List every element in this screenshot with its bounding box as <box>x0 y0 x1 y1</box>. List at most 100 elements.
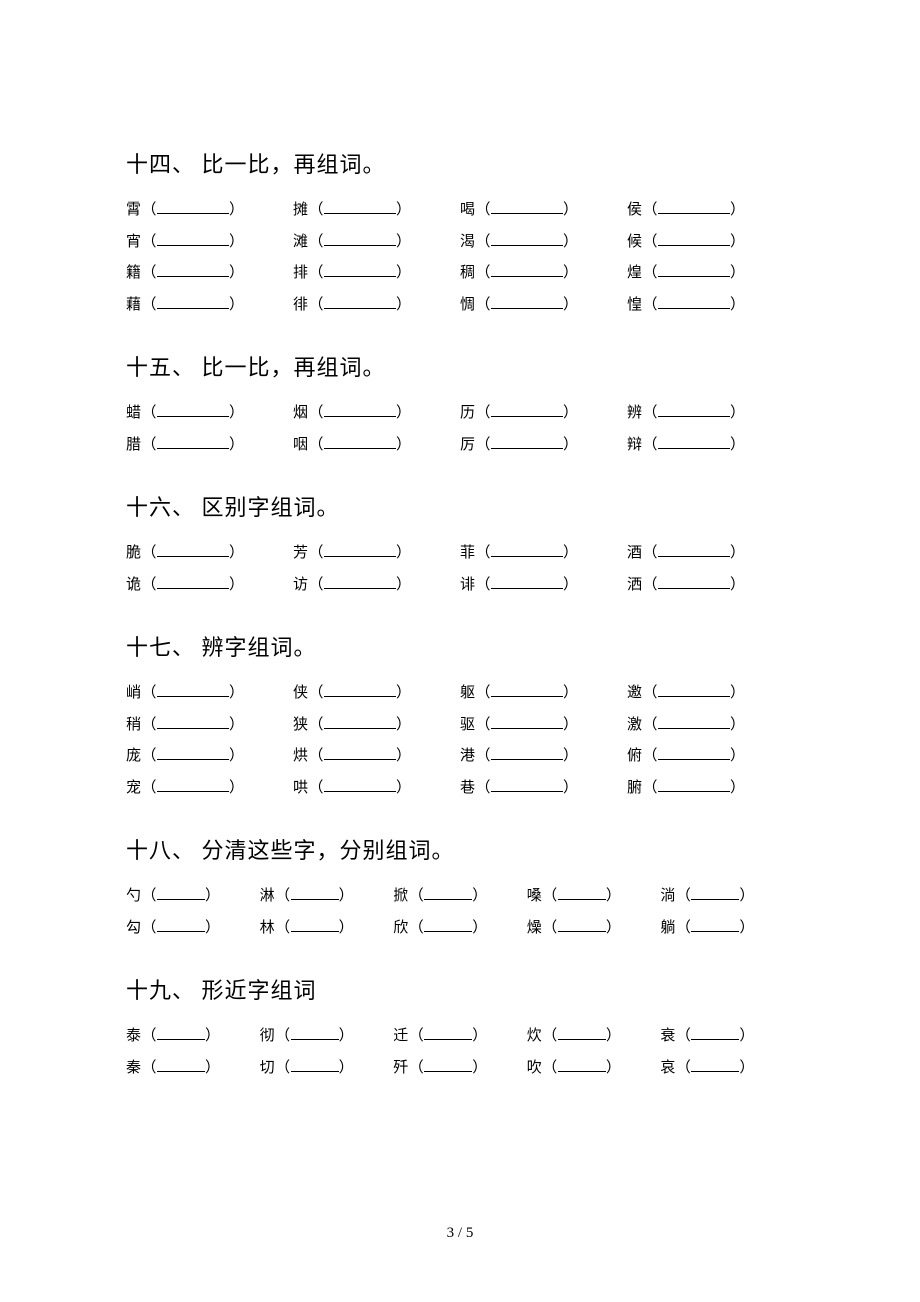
answer-blank[interactable] <box>157 777 229 792</box>
exercise-cell: 勺（） <box>126 881 260 913</box>
answer-blank[interactable] <box>157 200 229 215</box>
exercise-row: 峭（）侠（）躯（）邀（） <box>126 678 794 710</box>
character: 彻 <box>260 1028 276 1044</box>
answer-blank[interactable] <box>491 294 563 309</box>
answer-blank[interactable] <box>324 777 396 792</box>
exercise-cell: 稠（） <box>460 258 627 290</box>
answer-blank[interactable] <box>658 200 730 215</box>
answer-blank[interactable] <box>157 543 229 558</box>
exercise-cell: 燥（） <box>527 913 661 945</box>
answer-blank[interactable] <box>291 1057 339 1072</box>
answer-blank[interactable] <box>491 683 563 698</box>
answer-blank[interactable] <box>424 886 472 901</box>
answer-blank[interactable] <box>658 543 730 558</box>
answer-blank[interactable] <box>658 574 730 589</box>
answer-blank[interactable] <box>658 263 730 278</box>
answer-blank[interactable] <box>157 714 229 729</box>
answer-blank[interactable] <box>491 777 563 792</box>
answer-blank[interactable] <box>291 886 339 901</box>
character: 藉 <box>126 297 142 313</box>
answer-blank[interactable] <box>324 714 396 729</box>
answer-blank[interactable] <box>658 714 730 729</box>
character: 庞 <box>126 748 142 764</box>
answer-blank[interactable] <box>491 263 563 278</box>
answer-blank[interactable] <box>558 886 606 901</box>
answer-blank[interactable] <box>324 231 396 246</box>
exercise-cell: 诽（） <box>460 570 627 602</box>
answer-blank[interactable] <box>658 683 730 698</box>
answer-blank[interactable] <box>157 683 229 698</box>
answer-blank[interactable] <box>491 746 563 761</box>
answer-blank[interactable] <box>658 231 730 246</box>
answer-blank[interactable] <box>157 403 229 418</box>
answer-blank[interactable] <box>291 1026 339 1041</box>
exercise-cell: 蜡（） <box>126 398 293 430</box>
answer-blank[interactable] <box>491 434 563 449</box>
answer-blank[interactable] <box>691 917 739 932</box>
answer-blank[interactable] <box>491 574 563 589</box>
answer-blank[interactable] <box>558 1057 606 1072</box>
answer-blank[interactable] <box>324 746 396 761</box>
character: 喝 <box>460 202 476 218</box>
answer-blank[interactable] <box>691 886 739 901</box>
character: 煌 <box>627 265 643 281</box>
character: 诽 <box>460 577 476 593</box>
character: 霄 <box>126 202 142 218</box>
answer-blank[interactable] <box>691 1057 739 1072</box>
answer-blank[interactable] <box>491 231 563 246</box>
answer-blank[interactable] <box>157 231 229 246</box>
answer-blank[interactable] <box>157 294 229 309</box>
exercise-cell: 排（） <box>293 258 460 290</box>
exercise-cell: 咽（） <box>293 430 460 462</box>
answer-blank[interactable] <box>491 403 563 418</box>
exercise-cell: 狭（） <box>293 710 460 742</box>
answer-blank[interactable] <box>157 263 229 278</box>
answer-blank[interactable] <box>157 434 229 449</box>
exercise-cell: 峭（） <box>126 678 293 710</box>
exercise-cell: 历（） <box>460 398 627 430</box>
answer-blank[interactable] <box>157 574 229 589</box>
character: 哀 <box>660 1060 676 1076</box>
answer-blank[interactable] <box>558 917 606 932</box>
answer-blank[interactable] <box>658 777 730 792</box>
answer-blank[interactable] <box>324 434 396 449</box>
answer-blank[interactable] <box>157 886 205 901</box>
section: 十五、 比一比，再组词。蜡（）烟（）历（）辨（）腊（）咽（）厉（）辩（） <box>126 351 794 461</box>
answer-blank[interactable] <box>324 294 396 309</box>
character: 港 <box>460 748 476 764</box>
answer-blank[interactable] <box>324 574 396 589</box>
answer-blank[interactable] <box>324 403 396 418</box>
exercise-cell: 掀（） <box>393 881 527 913</box>
answer-blank[interactable] <box>324 683 396 698</box>
answer-blank[interactable] <box>424 917 472 932</box>
answer-blank[interactable] <box>491 543 563 558</box>
answer-blank[interactable] <box>324 263 396 278</box>
answer-blank[interactable] <box>157 1026 205 1041</box>
exercise-cell: 邀（） <box>627 678 794 710</box>
exercise-cell: 侯（） <box>627 195 794 227</box>
character: 衰 <box>660 1028 676 1044</box>
exercise-row: 宵（）滩（）渴（）候（） <box>126 227 794 259</box>
answer-blank[interactable] <box>157 917 205 932</box>
answer-blank[interactable] <box>491 714 563 729</box>
answer-blank[interactable] <box>658 403 730 418</box>
exercise-cell: 迁（） <box>393 1021 527 1053</box>
answer-blank[interactable] <box>691 1026 739 1041</box>
answer-blank[interactable] <box>324 543 396 558</box>
answer-blank[interactable] <box>658 294 730 309</box>
answer-blank[interactable] <box>658 746 730 761</box>
answer-blank[interactable] <box>324 200 396 215</box>
answer-blank[interactable] <box>658 434 730 449</box>
answer-blank[interactable] <box>157 746 229 761</box>
answer-blank[interactable] <box>558 1026 606 1041</box>
answer-blank[interactable] <box>424 1057 472 1072</box>
character: 脆 <box>126 545 142 561</box>
answer-blank[interactable] <box>157 1057 205 1072</box>
character: 访 <box>293 577 309 593</box>
answer-blank[interactable] <box>491 200 563 215</box>
exercise-cell: 炊（） <box>527 1021 661 1053</box>
answer-blank[interactable] <box>424 1026 472 1041</box>
section: 十八、 分清这些字，分别组词。勺（）淋（）掀（）嗓（）淌（）勾（）林（）欣（）燥… <box>126 834 794 944</box>
character: 辨 <box>627 405 643 421</box>
answer-blank[interactable] <box>291 917 339 932</box>
